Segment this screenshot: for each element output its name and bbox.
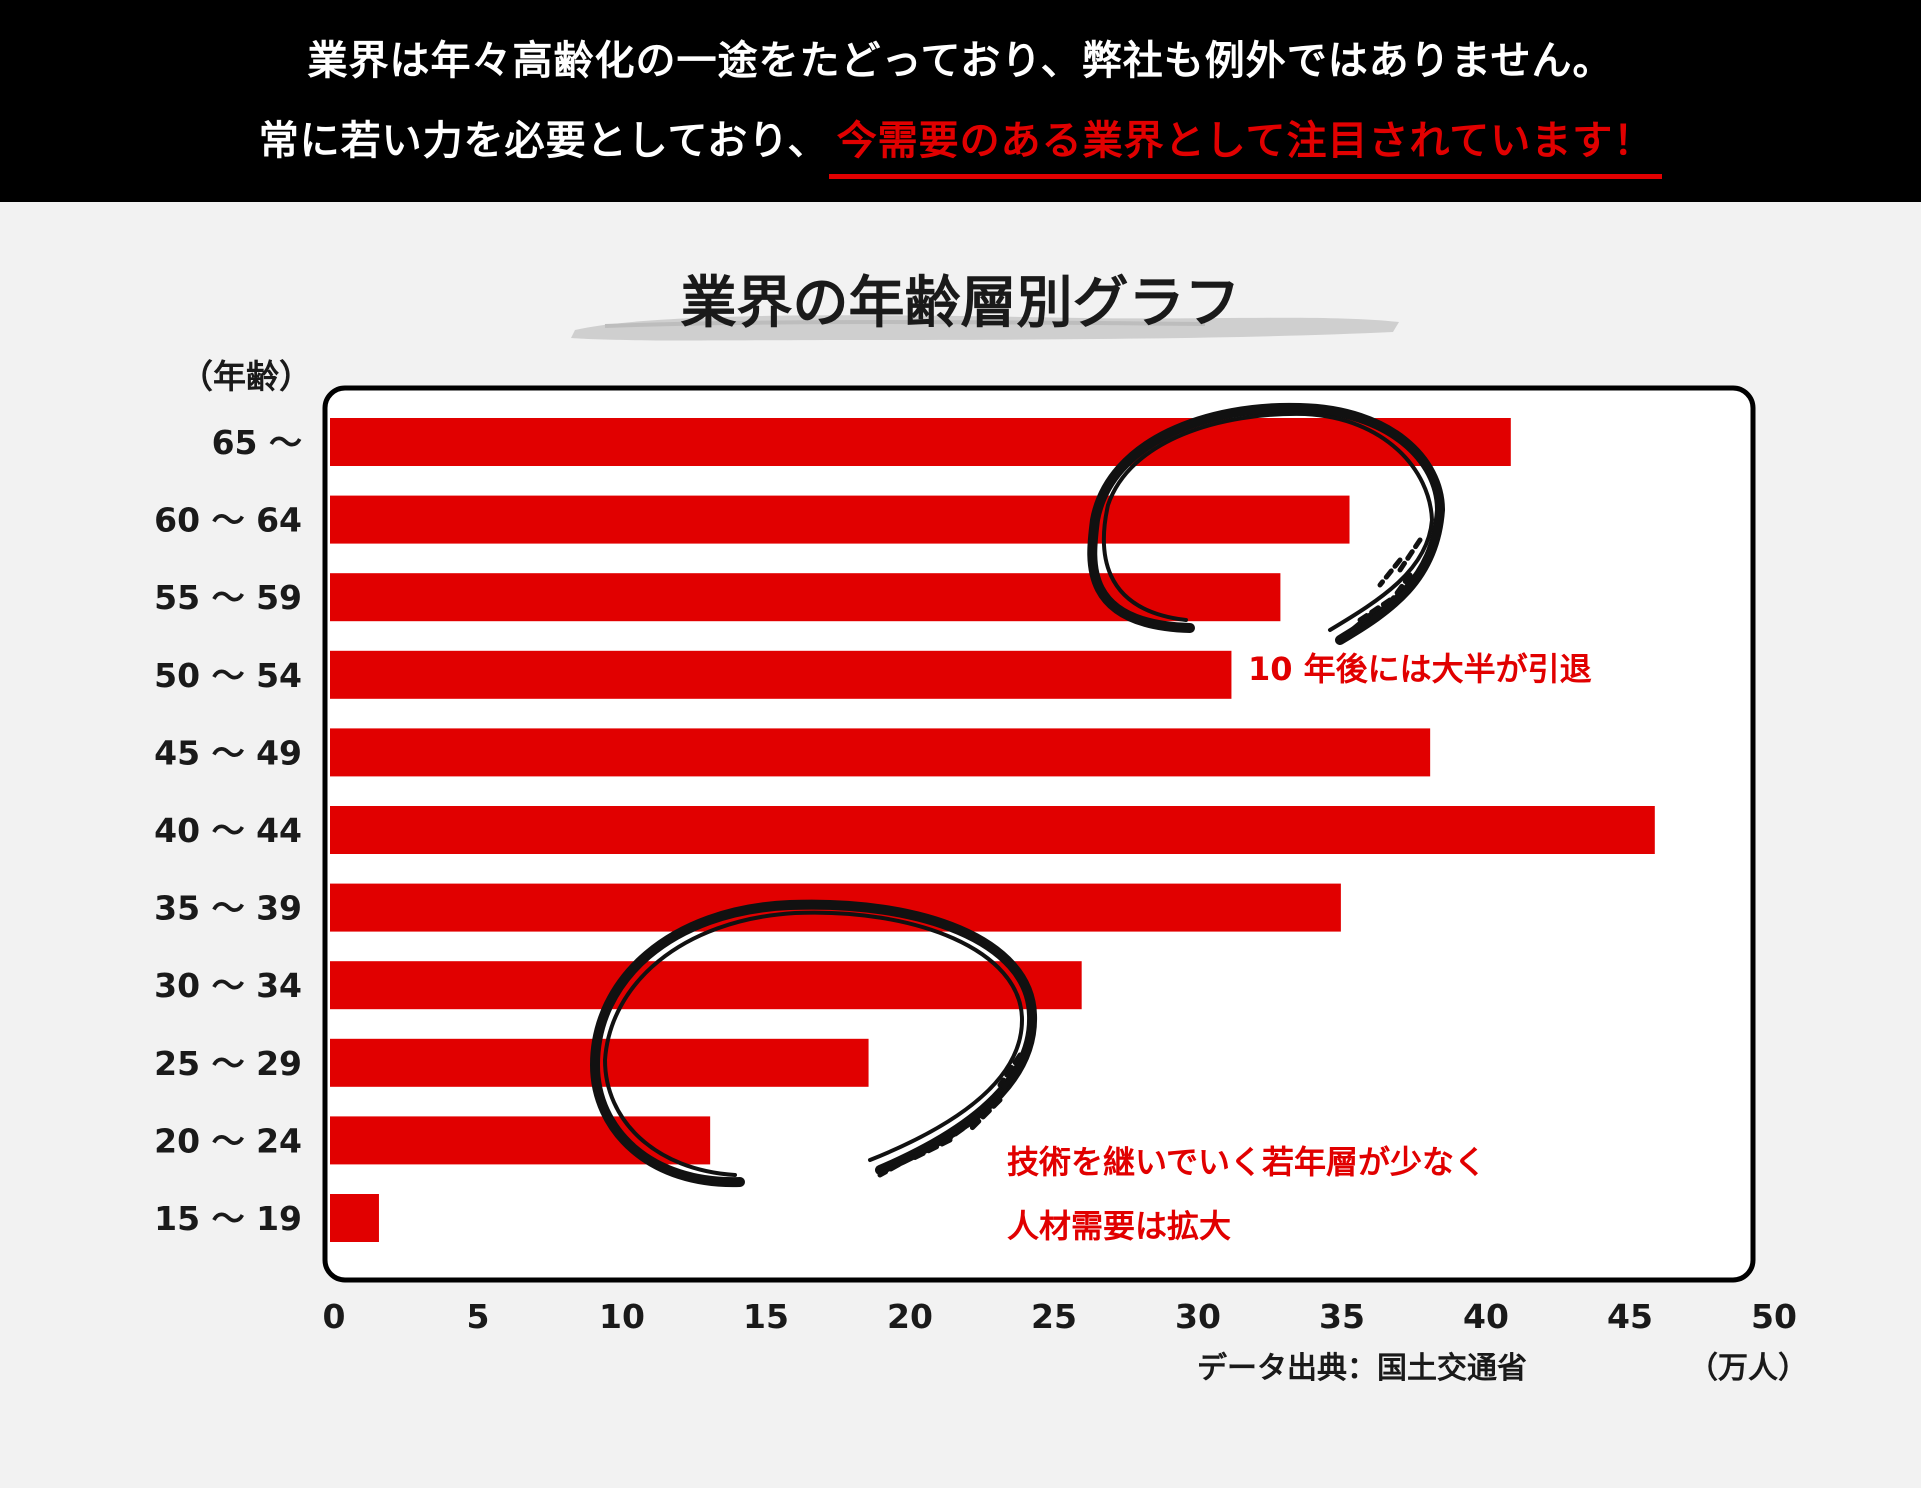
y-tick-label: 50 〜 54 bbox=[154, 656, 302, 695]
y-tick-label: 35 〜 39 bbox=[154, 889, 302, 928]
bar bbox=[330, 806, 1655, 854]
x-tick-label: 45 bbox=[1607, 1297, 1653, 1336]
y-tick-label: 55 〜 59 bbox=[154, 578, 302, 617]
header-banner: 業界は年々高齢化の一途をたどっており、弊社も例外ではありません。 常に若い力を必… bbox=[0, 0, 1921, 202]
x-tick-label: 20 bbox=[887, 1297, 933, 1336]
x-tick-label: 10 bbox=[599, 1297, 645, 1336]
x-tick-label: 30 bbox=[1175, 1297, 1221, 1336]
header-line-2: 常に若い力を必要としており、 今需要のある業界として注目されています！ bbox=[0, 108, 1921, 179]
x-axis-unit: （万人） bbox=[1688, 1351, 1808, 1386]
header-highlight: 今需要のある業界として注目されています！ bbox=[828, 108, 1663, 179]
x-tick-label: 5 bbox=[467, 1297, 490, 1336]
x-tick-label: 0 bbox=[323, 1297, 346, 1336]
y-axis-label: （年齢） bbox=[180, 357, 312, 396]
y-tick-label: 25 〜 29 bbox=[154, 1044, 302, 1083]
y-tick-label: 15 〜 19 bbox=[154, 1199, 302, 1238]
circle-mark-top bbox=[1087, 402, 1446, 645]
x-tick-label: 50 bbox=[1751, 1297, 1797, 1336]
header-line-1: 業界は年々高齢化の一途をたどっており、弊社も例外ではありません。 bbox=[307, 38, 1614, 84]
annotation-retire: 10 年後には大半が引退 bbox=[1248, 650, 1592, 688]
source-note: データ出典：国土交通省 bbox=[1197, 1351, 1527, 1386]
y-tick-label: 20 〜 24 bbox=[154, 1121, 302, 1160]
bar bbox=[330, 1194, 379, 1242]
header-line-2-prefix: 常に若い力を必要としており、 bbox=[258, 118, 829, 164]
circle-mark-bottom bbox=[589, 899, 1038, 1188]
annotation-young-line-2: 人材需要は拡大 bbox=[1007, 1207, 1231, 1245]
bar bbox=[330, 961, 1082, 1010]
y-tick-label: 60 〜 64 bbox=[154, 501, 302, 540]
bar bbox=[330, 495, 1350, 544]
bar bbox=[330, 573, 1281, 622]
chart-title: 業界の年齢層別グラフ bbox=[680, 271, 1241, 336]
annotation-young-line-1: 技術を継いでいく若年層が少なく bbox=[1007, 1143, 1486, 1181]
chart-title-wrap: 業界の年齢層別グラフ bbox=[0, 258, 1921, 339]
bar bbox=[330, 728, 1431, 777]
bar bbox=[330, 650, 1232, 699]
y-tick-label: 40 〜 44 bbox=[154, 811, 302, 850]
x-tick-label: 15 bbox=[743, 1297, 789, 1336]
y-tick-label: 65 〜 bbox=[212, 423, 302, 462]
x-tick-label: 35 bbox=[1319, 1297, 1365, 1336]
y-tick-label: 45 〜 49 bbox=[154, 733, 302, 772]
title-brush-stroke bbox=[571, 315, 1399, 341]
x-tick-label: 40 bbox=[1463, 1297, 1509, 1336]
x-tick-label: 25 bbox=[1031, 1297, 1077, 1336]
bar bbox=[330, 418, 1511, 466]
y-tick-label: 30 〜 34 bbox=[154, 966, 302, 1005]
